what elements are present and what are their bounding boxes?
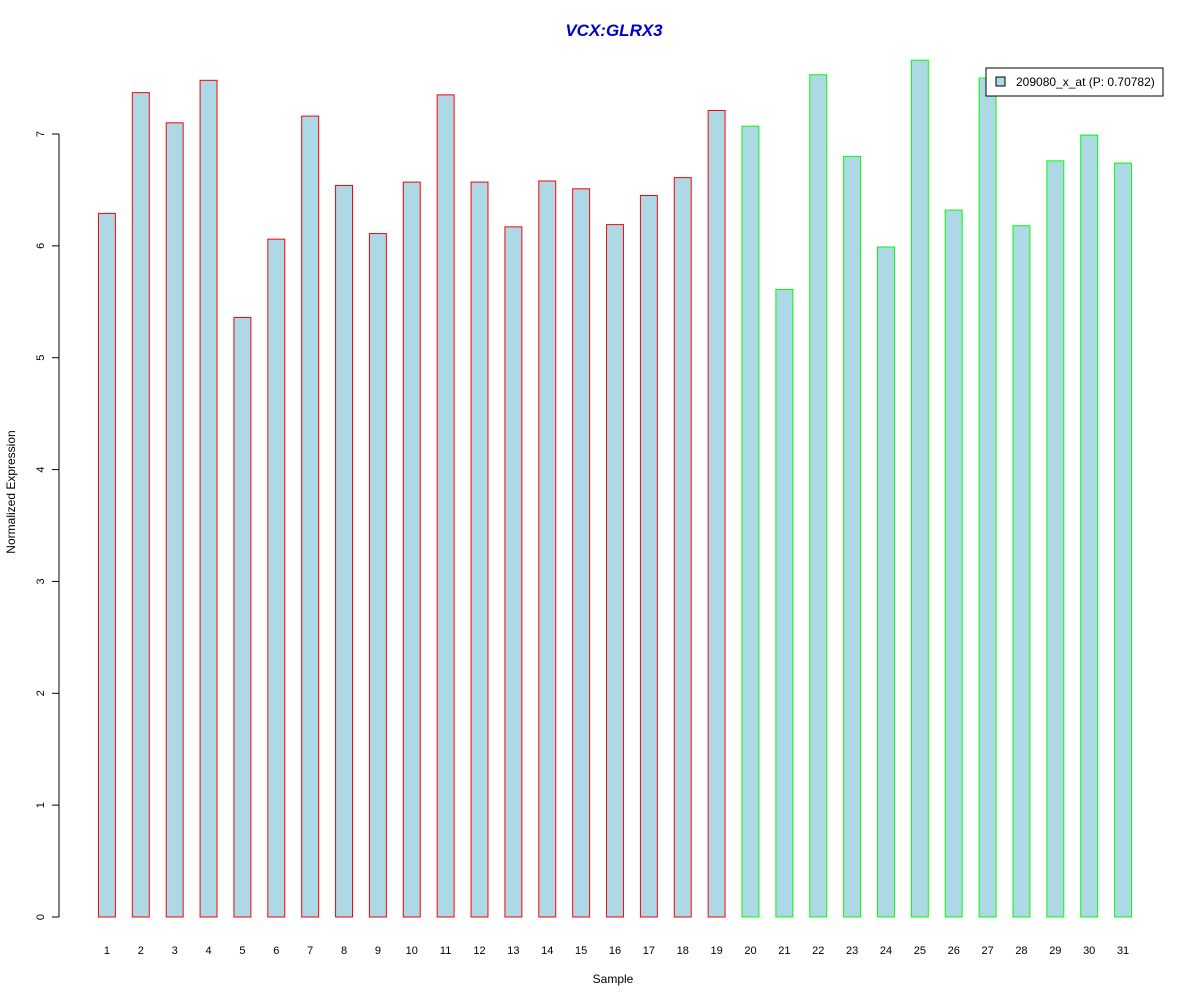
x-tick-label: 28	[1015, 945, 1027, 957]
bars-group	[97, 59, 1133, 918]
bar-sample-14	[538, 180, 557, 918]
x-tick-label: 5	[239, 945, 245, 957]
y-tick-label: 2	[35, 690, 47, 696]
bar-sample-25	[910, 59, 929, 918]
x-tick-label: 8	[341, 945, 347, 957]
x-tick-label: 14	[541, 945, 553, 957]
x-tick-label: 7	[307, 945, 313, 957]
x-tick-label: 9	[375, 945, 381, 957]
bar-sample-10	[402, 181, 421, 918]
bar-sample-21	[775, 288, 794, 918]
y-tick-label: 5	[35, 355, 47, 361]
x-tick-label: 11	[440, 945, 451, 957]
bar-sample-5	[233, 316, 252, 918]
bar-sample-13	[504, 226, 523, 918]
y-tick-label: 1	[35, 802, 47, 808]
bar-sample-3	[165, 122, 184, 918]
x-tick-label: 6	[273, 945, 279, 957]
bar-sample-24	[877, 246, 895, 918]
bar-sample-9	[368, 233, 387, 918]
bar-sample-19	[707, 110, 726, 918]
legend-swatch	[995, 76, 1006, 87]
x-tick-label: 24	[880, 945, 892, 957]
bar-sample-26	[944, 209, 963, 918]
x-tick-label: 17	[643, 945, 655, 957]
bar-sample-20	[741, 125, 760, 918]
x-tick-label: 29	[1049, 945, 1061, 957]
bar-sample-28	[1012, 225, 1031, 918]
legend: 209080_x_at (P: 0.70782)	[985, 67, 1164, 97]
y-tick-label: 4	[35, 467, 47, 473]
bar-sample-30	[1080, 134, 1099, 918]
x-tick-label: 21	[778, 945, 790, 957]
y-tick-label: 7	[35, 131, 47, 137]
bar-sample-11	[436, 94, 455, 918]
legend-label: 209080_x_at (P: 0.70782)	[1016, 75, 1155, 89]
bar-sample-2	[131, 92, 150, 918]
bar-sample-7	[301, 115, 320, 918]
bar-sample-18	[673, 177, 692, 918]
x-tick-label: 26	[948, 945, 960, 957]
bar-sample-1	[97, 212, 116, 918]
x-tick-label: 22	[812, 945, 824, 957]
bar-sample-31	[1114, 162, 1133, 918]
x-tick-label: 20	[744, 945, 756, 957]
chart-title: VCX:GLRX3	[565, 21, 663, 40]
x-axis-label: Sample	[593, 972, 634, 986]
x-tick-label: 1	[104, 945, 110, 957]
y-axis: 0 1 2 3 4 5 6 7	[35, 131, 60, 920]
x-tick-label: 12	[473, 945, 485, 957]
x-tick-label: 19	[710, 945, 722, 957]
x-tick-label: 10	[406, 945, 418, 957]
x-tick-label: 4	[205, 945, 211, 957]
bar-sample-6	[267, 238, 286, 918]
y-tick-label: 0	[35, 914, 47, 920]
bar-sample-8	[335, 184, 353, 918]
x-tick-label: 2	[138, 945, 144, 957]
x-tick-label: 15	[575, 945, 587, 957]
x-tick-label: 30	[1083, 945, 1095, 957]
x-tick-label: 27	[981, 945, 993, 957]
y-axis-label: Normalized Expression	[4, 430, 18, 553]
y-tick-label: 6	[35, 243, 47, 249]
x-tick-labels: 1 2 3 4 5 6 7 8 9 10 11 12 13 14 15 16 17 18 19 20 21 22 23 24 2…	[104, 945, 1129, 957]
bar-sample-17	[639, 195, 658, 918]
y-tick-label: 3	[35, 578, 47, 584]
bar-sample-16	[606, 224, 624, 918]
x-tick-label: 25	[914, 945, 926, 957]
bar-sample-23	[843, 155, 862, 918]
bar-sample-29	[1046, 160, 1065, 918]
bar-sample-12	[470, 181, 489, 918]
x-tick-label: 16	[609, 945, 621, 957]
bar-sample-22	[809, 74, 828, 918]
bar-sample-4	[199, 79, 218, 918]
bar-sample-27	[978, 77, 997, 918]
x-tick-label: 18	[677, 945, 689, 957]
x-tick-label: 3	[172, 945, 178, 957]
legend-box	[985, 67, 1164, 97]
bar-sample-15	[572, 188, 591, 918]
x-tick-label: 31	[1117, 945, 1129, 957]
x-tick-label: 23	[846, 945, 858, 957]
x-tick-label: 13	[507, 945, 519, 957]
